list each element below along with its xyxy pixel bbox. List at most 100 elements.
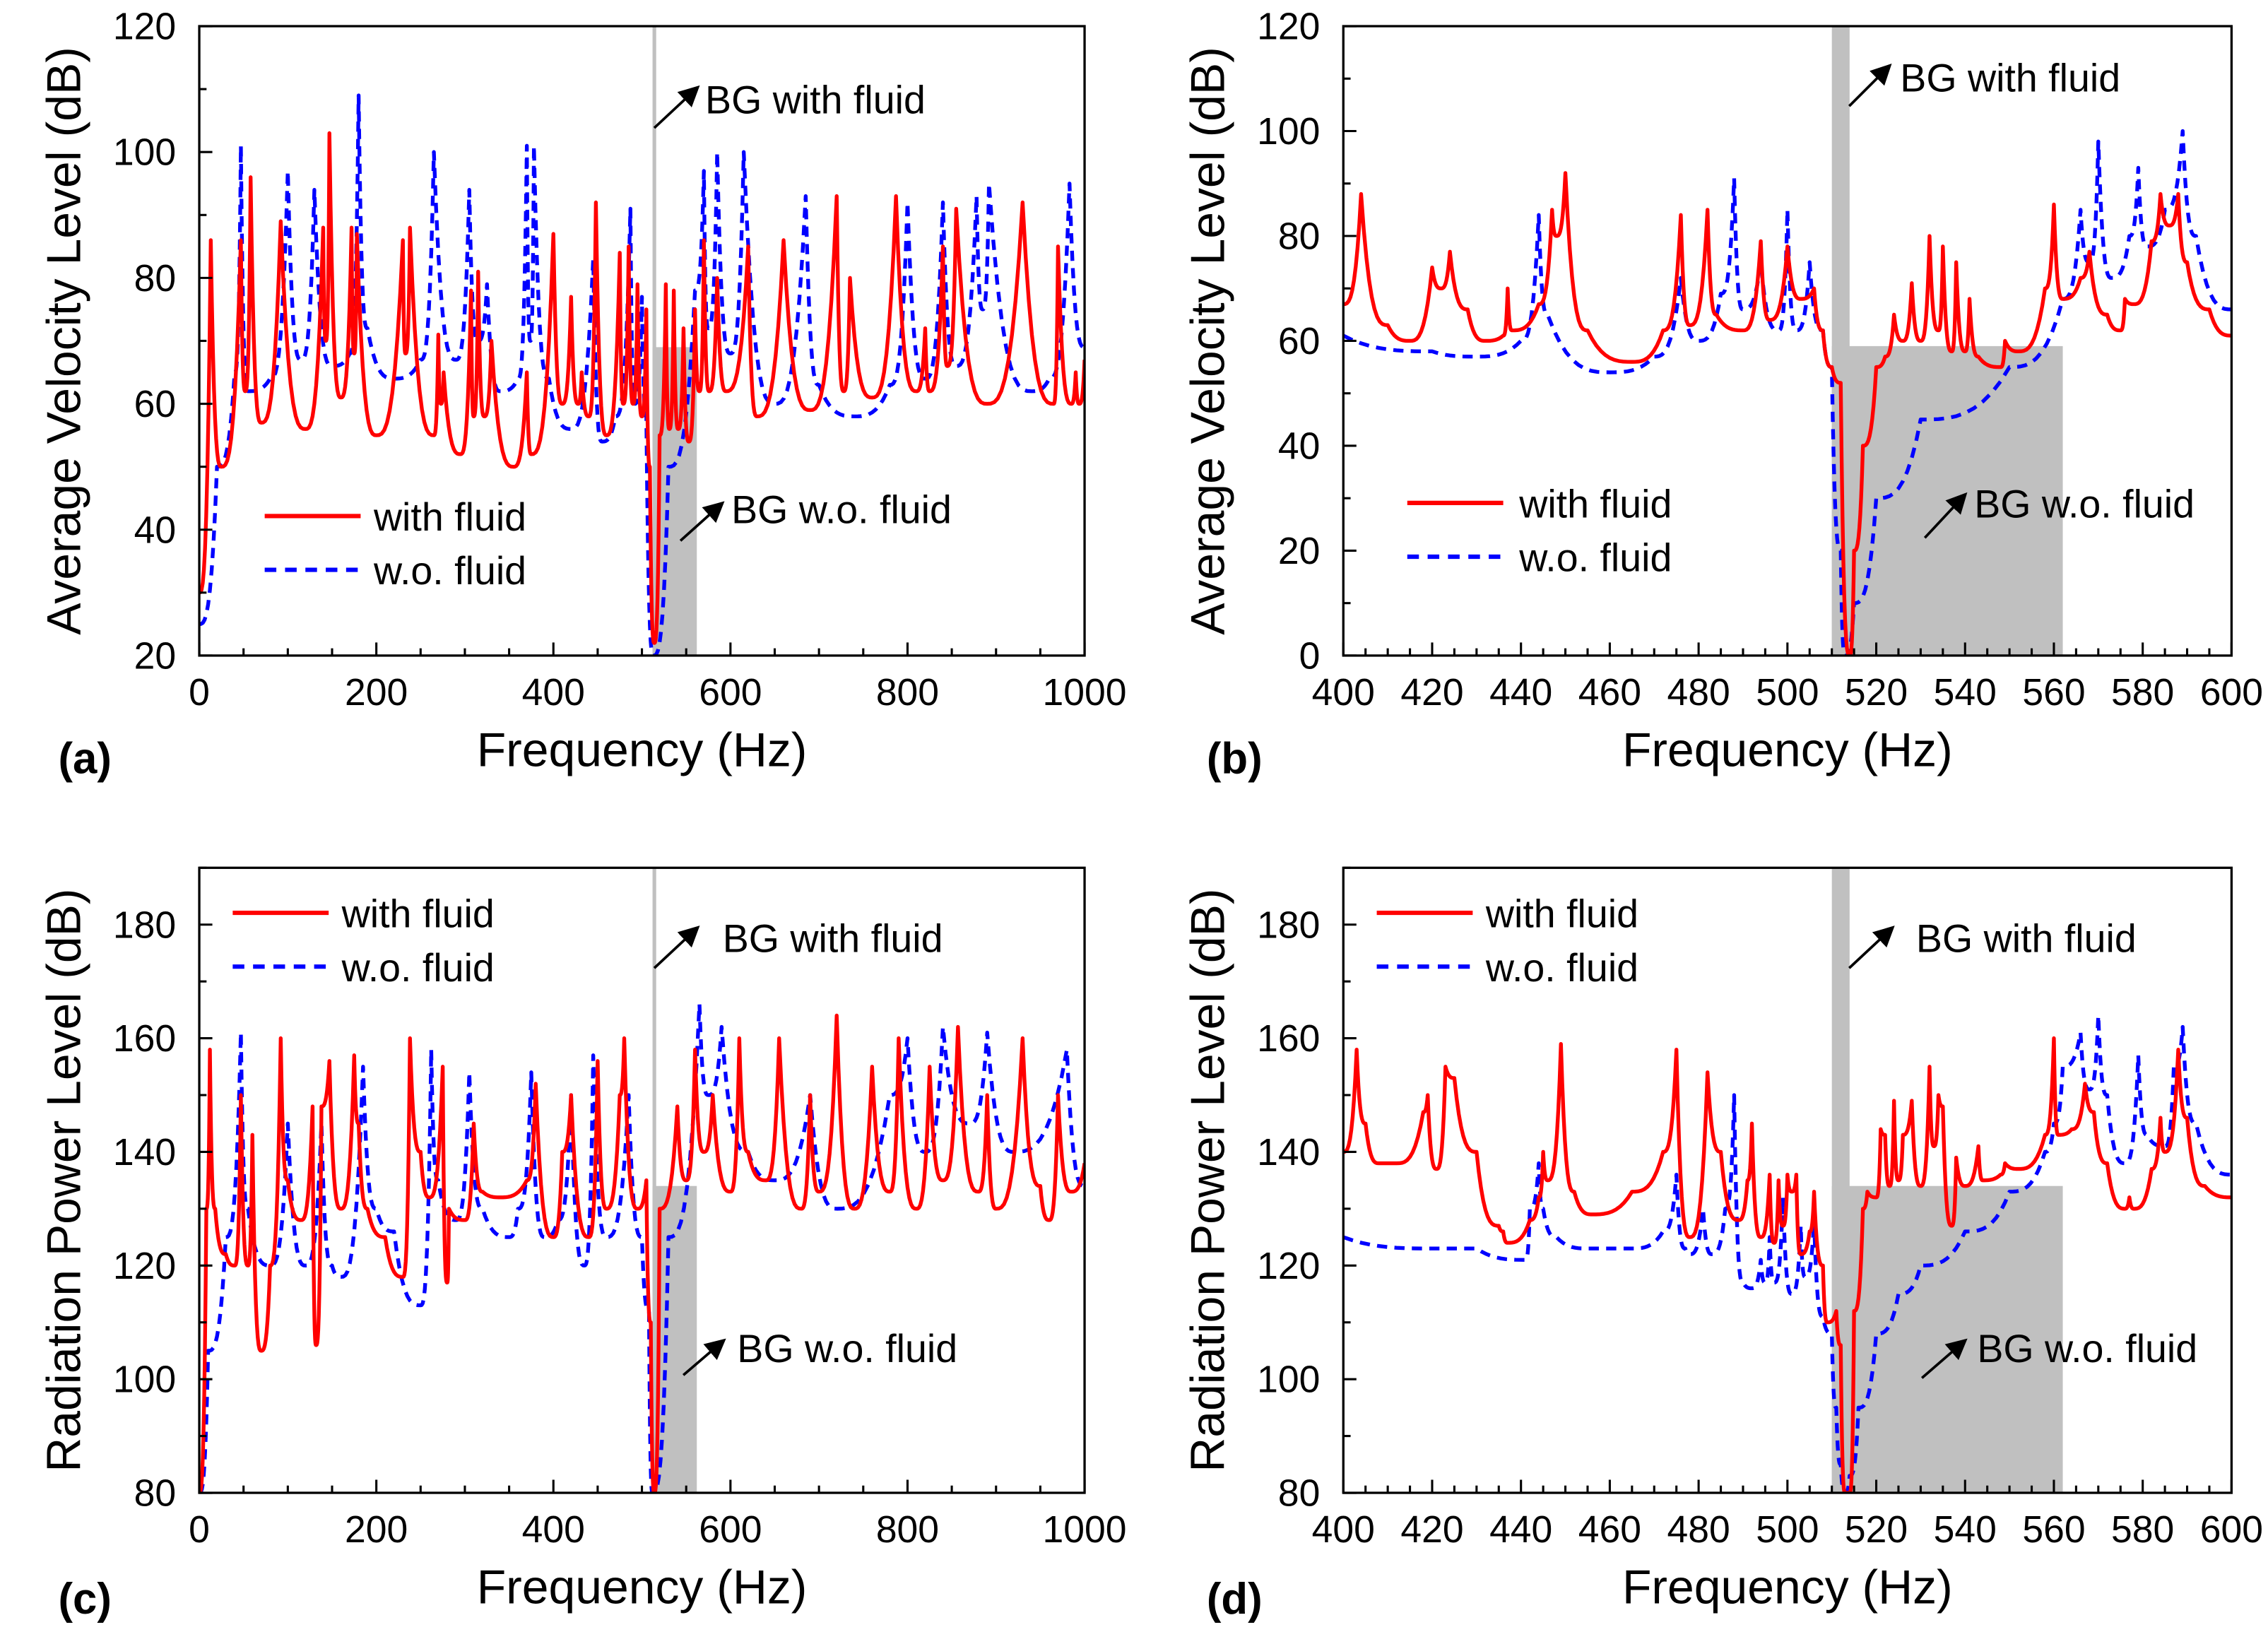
chart-panel-b: 400 420 440 460 480 500 520 540 560 580 600 0 20 40 60… (1182, 6, 2263, 783)
y-tick-label: 60 (134, 384, 177, 425)
series-wo-fluid-line (1343, 1013, 2232, 1494)
annotation-bg-wo-fluid: BG w.o. fluid (737, 1327, 957, 1371)
x-tick-label: 600 (2200, 672, 2263, 714)
x-tick-label: 800 (876, 1509, 939, 1551)
x-tick-label: 580 (2111, 1509, 2174, 1551)
series-wo-fluid-line (199, 1002, 1085, 1494)
x-tick-label: 560 (2022, 672, 2085, 714)
x-tick-label: 0 (189, 1509, 210, 1551)
x-tick-label: 560 (2022, 1509, 2085, 1551)
x-tick-label: 0 (189, 672, 210, 714)
y-tick-label: 20 (1278, 531, 1321, 572)
legend: with fluid w.o. fluid (264, 495, 526, 593)
y-tick-label: 60 (1278, 321, 1321, 362)
annotation-arrow (679, 501, 725, 542)
y-tick-label: 20 (134, 635, 177, 677)
x-tick-label: 400 (1312, 672, 1375, 714)
annotation-bg-with-fluid: BG with fluid (723, 917, 943, 961)
x-axis-label: Frequency (Hz) (1622, 723, 1953, 776)
x-tick-label: 420 (1400, 672, 1463, 714)
series-with-fluid-line (1343, 1036, 2232, 1494)
annotation-arrow (653, 85, 700, 129)
x-tick-label: 1000 (1043, 1509, 1127, 1551)
y-tick-label: 120 (113, 1246, 176, 1287)
legend-label-with-fluid: with fluid (1518, 482, 1672, 526)
x-tick-label: 480 (1667, 1509, 1730, 1551)
y-tick-label: 180 (1257, 904, 1320, 946)
annotation-arrow (1923, 492, 1968, 539)
legend: with fluid w.o. fluid (1407, 482, 1672, 580)
annotation-bg-wo-fluid: BG w.o. fluid (731, 488, 952, 532)
legend-label-with-fluid: with fluid (1485, 892, 1638, 936)
x-tick-label: 460 (1578, 672, 1641, 714)
chart-panel-a: 0 200 400 600 800 1000 20 40 60 80 100 120 Frequency… (37, 6, 1126, 783)
series-wo-fluid-line (1343, 129, 2232, 656)
x-axis-label: Frequency (Hz) (1622, 1561, 1953, 1614)
legend-label-with-fluid: with fluid (373, 495, 526, 539)
x-tick-label: 440 (1489, 672, 1552, 714)
y-tick-label: 100 (113, 1359, 176, 1401)
annotation-arrow (1848, 926, 1895, 969)
x-tick-label: 540 (1934, 672, 1997, 714)
x-tick-label: 460 (1578, 1509, 1641, 1551)
legend-label-wo-fluid: w.o. fluid (1485, 946, 1638, 990)
band-gap-with-fluid (1831, 26, 1850, 656)
x-tick-label: 420 (1400, 1509, 1463, 1551)
y-tick-label: 140 (113, 1132, 176, 1173)
x-tick-label: 200 (345, 672, 408, 714)
annotation-bg-wo-fluid: BG w.o. fluid (1977, 1327, 2197, 1371)
x-axis-label: Frequency (Hz) (477, 723, 808, 776)
x-tick-label: 520 (1845, 672, 1908, 714)
x-tick-label: 440 (1489, 1509, 1552, 1551)
x-tick-label: 500 (1756, 1509, 1819, 1551)
y-tick-label: 120 (113, 6, 176, 48)
x-tick-label: 800 (876, 672, 939, 714)
x-tick-label: 600 (699, 672, 762, 714)
annotation-arrow (1848, 63, 1892, 107)
annotation-bg-with-fluid: BG with fluid (705, 78, 926, 122)
legend-label-wo-fluid: w.o. fluid (373, 549, 526, 593)
legend-label-wo-fluid: w.o. fluid (1518, 536, 1672, 580)
plot-frame (198, 866, 1086, 1494)
series-with-fluid-line (199, 131, 1085, 645)
y-tick-label: 100 (1257, 111, 1320, 153)
legend: with fluid w.o. fluid (232, 892, 495, 990)
x-tick-label: 200 (345, 1509, 408, 1551)
y-tick-label: 80 (134, 258, 177, 300)
x-tick-label: 520 (1845, 1509, 1908, 1551)
x-tick-label: 400 (522, 1509, 585, 1551)
y-axis-label: Average Velocity Level (dB) (37, 47, 90, 635)
y-tick-label: 40 (1278, 425, 1321, 467)
y-tick-label: 120 (1257, 6, 1320, 48)
x-tick-label: 600 (699, 1509, 762, 1551)
legend-label-wo-fluid: w.o. fluid (341, 946, 495, 990)
annotation-bg-wo-fluid: BG w.o. fluid (1974, 482, 2195, 526)
x-tick-label: 600 (2200, 1509, 2263, 1551)
panel-label: (a) (58, 735, 111, 783)
series-with-fluid-line (1343, 171, 2232, 656)
annotation-bg-with-fluid: BG with fluid (1916, 917, 2137, 961)
y-tick-label: 120 (1257, 1246, 1320, 1287)
x-tick-label: 480 (1667, 672, 1730, 714)
annotation-bg-with-fluid: BG with fluid (1900, 57, 2120, 100)
x-tick-label: 500 (1756, 672, 1819, 714)
series-wo-fluid-line (199, 93, 1085, 656)
panel-label: (c) (58, 1575, 111, 1624)
y-axis-label: Radiation Power Level (dB) (37, 889, 90, 1472)
y-tick-label: 40 (134, 509, 177, 551)
band-gap-with-fluid (652, 26, 656, 656)
x-tick-label: 1000 (1043, 672, 1127, 714)
y-tick-label: 140 (1257, 1132, 1320, 1173)
y-axis-label: Radiation Power Level (dB) (1182, 889, 1235, 1472)
y-tick-label: 0 (1299, 635, 1321, 677)
y-tick-label: 180 (113, 904, 176, 946)
legend-label-with-fluid: with fluid (341, 892, 495, 936)
band-gap-with-fluid (652, 868, 656, 1494)
chart-panel-c: 0 200 400 600 800 1000 80 100 120 140 160 180 Freque… (37, 866, 1127, 1624)
annotation-arrow (682, 1338, 726, 1376)
panel-label: (b) (1207, 735, 1263, 783)
y-tick-label: 80 (1278, 1473, 1321, 1515)
y-tick-label: 80 (134, 1473, 177, 1515)
x-tick-label: 580 (2111, 672, 2174, 714)
